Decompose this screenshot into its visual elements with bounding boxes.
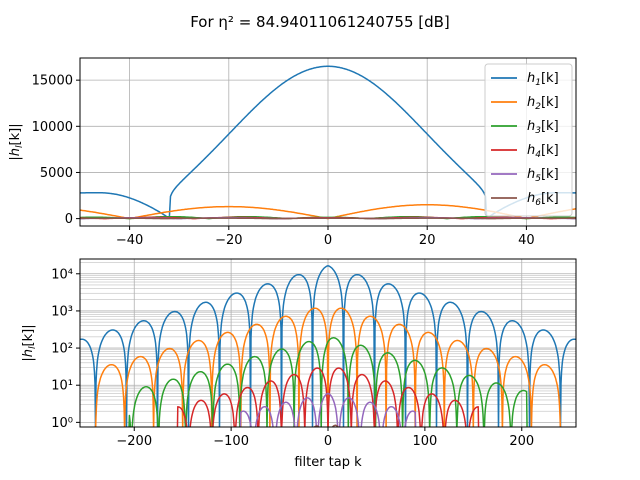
top-panel: −40 −20 0 20 40 0 5000 10000 15000 |hl[k]| h1[k] h2…	[8, 57, 577, 248]
top-x-tick-label: −40	[116, 233, 143, 248]
bottom-y-tick-label: 10⁰	[51, 416, 73, 431]
top-y-tick-label: 15000	[32, 74, 73, 89]
legend: h1[k] h2[k] h3[k] h4[k] h5[k] h6[k]	[484, 63, 573, 217]
top-y-tick-label: 10000	[32, 120, 73, 135]
bottom-x-tick-label: 0	[324, 434, 332, 449]
top-series-line-6	[80, 217, 576, 220]
bottom-y-tick-label: 10⁴	[51, 267, 73, 282]
bottom-x-tick-label: −200	[116, 434, 152, 449]
legend-entry-label: h6[k]	[527, 191, 559, 208]
bottom-panel: −200 −100 0 100 200 10⁰ 10¹ 10² 10³ 10⁴ filter tap…	[21, 258, 577, 470]
bottom-series-line-3	[128, 337, 528, 427]
top-y-tick-label: 5000	[40, 166, 73, 181]
bottom-y-tick-label: 10¹	[51, 379, 73, 394]
top-y-axis-label: |hl[k]|	[8, 123, 25, 160]
figure-title: For η² = 84.94011061240755 [dB]	[190, 13, 450, 31]
top-x-tick-label: −20	[215, 233, 242, 248]
top-x-tick-label: 40	[518, 233, 535, 248]
bottom-y-tick-label: 10³	[51, 304, 73, 319]
legend-entry-label: h2[k]	[527, 95, 559, 112]
bottom-x-tick-label: −100	[213, 434, 249, 449]
bottom-x-tick-label: 200	[509, 434, 534, 449]
top-y-tick-label: 0	[65, 212, 73, 227]
bottom-x-tick-label: 100	[412, 434, 437, 449]
bottom-y-tick-label: 10²	[51, 342, 73, 357]
legend-entry-label: h5[k]	[527, 167, 559, 184]
top-x-tick-label: 0	[324, 233, 332, 248]
bottom-series-line-5	[239, 392, 417, 427]
bottom-series-line-2	[94, 307, 562, 427]
legend-entry-label: h4[k]	[527, 143, 559, 160]
legend-entry-label: h1[k]	[527, 71, 559, 88]
bottom-series-line-1	[80, 264, 576, 427]
bottom-x-axis-label: filter tap k	[294, 455, 362, 470]
legend-entry-label: h3[k]	[527, 119, 559, 136]
bottom-y-axis-label: |hl[k]|	[21, 324, 38, 361]
top-x-tick-label: 20	[419, 233, 436, 248]
